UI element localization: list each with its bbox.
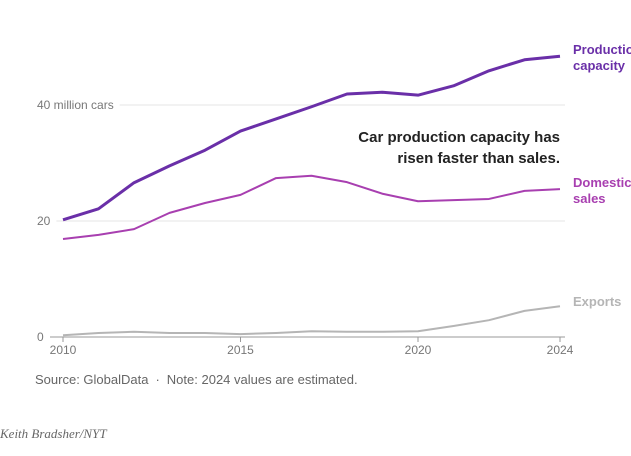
- x-tick-label: 2020: [405, 343, 432, 357]
- footer: Source: GlobalData · Note: 2024 values are…: [35, 372, 358, 387]
- separator: ·: [155, 372, 160, 387]
- source: Source: GlobalData: [35, 372, 149, 387]
- annotation: Car production capacity has risen faster…: [358, 129, 560, 167]
- series-label: Exports: [573, 294, 622, 310]
- credit: Keith Bradsher/NYT: [0, 426, 107, 441]
- x-tick-label: 2015: [227, 343, 254, 357]
- x-tick-label: 2024: [547, 343, 574, 357]
- series-line: [62, 305, 561, 337]
- series-line: [62, 174, 561, 240]
- y-tick-label: 40 million cars: [37, 98, 114, 112]
- y-tick-label: 20: [37, 214, 51, 228]
- note: Note: 2024 values are estimated.: [166, 372, 358, 387]
- series-line: [62, 54, 561, 222]
- series-label: Production capacity: [573, 42, 631, 74]
- y-tick-label: 0: [37, 330, 44, 344]
- series-label: Domestic sales: [573, 175, 631, 207]
- x-tick-label: 2010: [50, 343, 77, 357]
